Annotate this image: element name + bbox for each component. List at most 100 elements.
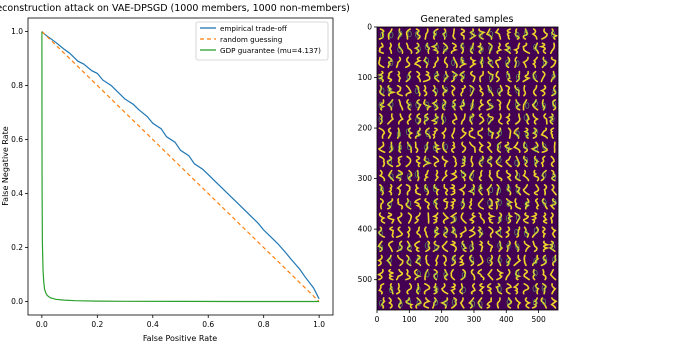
digit-blur: [487, 157, 492, 164]
digit-blur: [542, 143, 547, 150]
sample-cell: [460, 268, 467, 281]
digit-stroke: [397, 198, 404, 210]
sample-cell: [413, 268, 422, 281]
sample-cell: [388, 42, 393, 54]
y-tick-label: 0.2: [11, 243, 23, 252]
sample-cell: [379, 198, 384, 210]
sample-cell: [387, 127, 392, 139]
sample-cell: [434, 169, 440, 182]
sample-cell: [542, 212, 548, 224]
sample-cell: [468, 254, 475, 267]
digit-stroke: [470, 283, 476, 295]
sample-cell: [514, 113, 521, 125]
sample-cell: [478, 84, 484, 97]
digit-blur: [498, 215, 503, 223]
digit-stroke: [386, 254, 392, 267]
sample-cell: [458, 254, 465, 267]
sample-cell: [503, 42, 511, 54]
sample-cell: [460, 155, 466, 168]
digit-blur: [423, 185, 429, 192]
digit-stroke: [551, 84, 557, 97]
sample-cell: [433, 70, 440, 83]
digit-stroke: [469, 141, 476, 153]
digit-stroke: [486, 297, 492, 309]
legend-box: [195, 21, 329, 61]
digit-blur: [415, 116, 420, 124]
sample-cell: [495, 70, 500, 83]
digit-stroke: [497, 113, 503, 125]
digit-stroke: [495, 155, 503, 168]
digit-stroke: [516, 226, 521, 238]
digit-stroke: [405, 42, 413, 54]
digit-blur: [443, 86, 448, 94]
digit-stroke: [424, 141, 429, 153]
digit-blur: [460, 72, 465, 80]
digit-stroke: [379, 184, 385, 196]
digit-stroke: [450, 283, 456, 295]
digit-blur: [514, 159, 519, 167]
sample-cell: [495, 155, 503, 168]
digit-blur: [506, 185, 511, 192]
sample-cell: [378, 169, 386, 182]
digit-stroke: [550, 184, 557, 196]
sample-cell: [406, 169, 413, 182]
digit-stroke: [478, 113, 485, 125]
sample-cell: [486, 184, 494, 196]
sample-cell: [512, 42, 521, 54]
digit-stroke: [494, 226, 503, 238]
digit-blur: [470, 31, 475, 38]
digit-blur: [542, 171, 547, 179]
sample-cell: [431, 212, 439, 224]
sample-cell: [532, 268, 538, 281]
sample-cell: [514, 169, 521, 182]
sample-cell: [414, 169, 420, 182]
digit-blur: [524, 201, 529, 208]
sample-cell: [506, 28, 512, 40]
sample-cell: [414, 84, 421, 97]
sample-cell: [477, 297, 483, 309]
sample-cell: [396, 127, 401, 139]
digit-stroke: [378, 42, 384, 54]
heatmap-x-tick-label: 300: [467, 315, 482, 324]
digit-blur: [424, 144, 429, 151]
sample-cell: [416, 226, 422, 238]
sample-cell: [542, 268, 547, 281]
digit-stroke: [378, 169, 386, 182]
sample-cell: [377, 240, 383, 253]
sample-cell: [415, 113, 422, 125]
sample-cell: [504, 141, 514, 153]
digit-stroke: [477, 127, 484, 139]
sample-cell: [541, 56, 548, 69]
sample-cell: [515, 99, 521, 111]
sample-cell: [441, 99, 447, 111]
digit-stroke: [443, 56, 449, 69]
sample-cell: [405, 268, 412, 281]
digit-stroke: [443, 184, 449, 196]
sample-cell: [443, 184, 449, 196]
sample-cell: [468, 127, 476, 139]
sample-cell: [487, 84, 494, 97]
sample-cell: [524, 297, 532, 309]
sample-cell: [441, 169, 448, 182]
sample-cell: [434, 254, 439, 267]
digit-blur: [452, 72, 457, 80]
sample-cell: [405, 42, 413, 54]
sample-cell: [443, 226, 449, 238]
digit-stroke: [470, 268, 476, 281]
digit-stroke: [477, 254, 484, 267]
sample-cell: [376, 268, 384, 281]
sample-cell: [423, 169, 429, 182]
sample-cell: [448, 184, 456, 196]
digit-stroke: [496, 268, 505, 281]
digit-blur: [515, 31, 520, 39]
digit-stroke: [377, 254, 383, 267]
digit-blur: [505, 215, 510, 222]
digit-stroke: [395, 226, 404, 238]
digit-stroke: [460, 127, 468, 139]
digit-stroke: [442, 212, 450, 224]
sample-cell: [478, 113, 485, 125]
digit-stroke: [525, 113, 530, 125]
digit-blur: [442, 116, 447, 123]
digit-stroke: [415, 297, 422, 309]
digit-blur: [389, 286, 394, 294]
